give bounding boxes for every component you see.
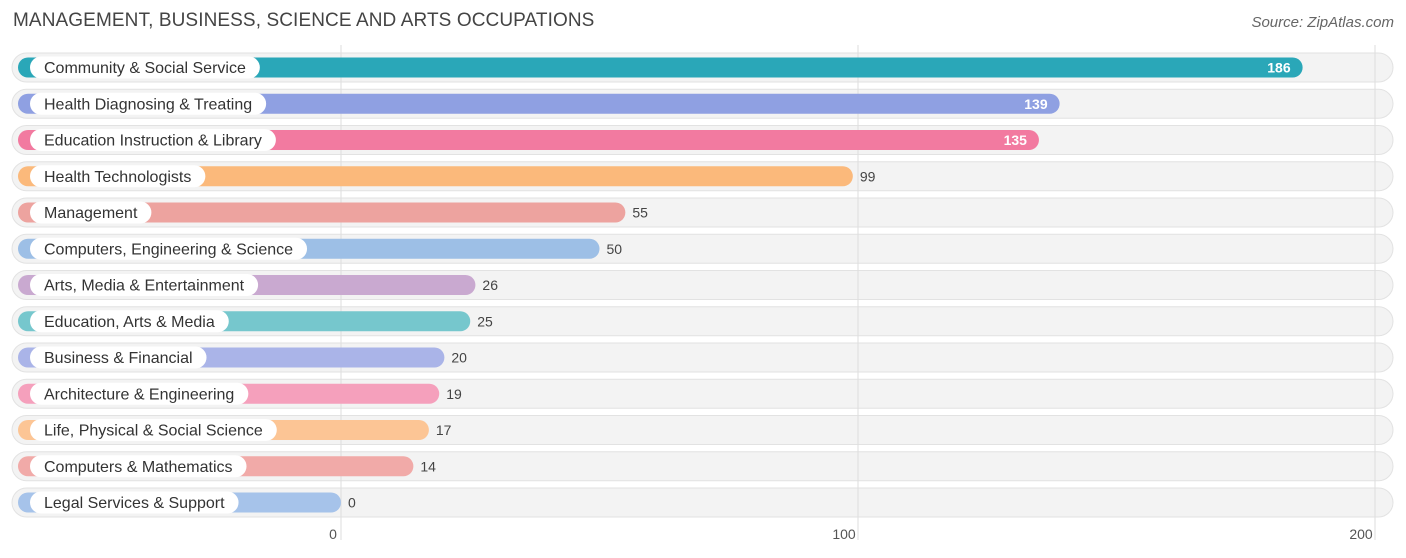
category-label: Life, Physical & Social Science — [44, 423, 263, 440]
category-label: Business & Financial — [44, 350, 193, 367]
bar — [18, 166, 853, 187]
category-label-pill — [30, 274, 259, 296]
category-label: Management — [44, 205, 138, 222]
category-label-pill — [30, 92, 267, 115]
category-label: Community & Social Service — [44, 60, 246, 77]
category-label-pill — [30, 419, 277, 441]
category-label: Education Instruction & Library — [44, 133, 262, 150]
category-label-pill — [30, 56, 260, 79]
value-label: 99 — [860, 168, 876, 184]
value-label: 55 — [632, 205, 648, 221]
value-label: 135 — [1004, 132, 1028, 148]
category-label: Legal Services & Support — [44, 495, 225, 512]
value-label: 14 — [420, 458, 436, 474]
x-tick-label: 100 — [832, 526, 856, 542]
category-label: Health Diagnosing & Treating — [44, 96, 252, 113]
value-label: 50 — [607, 241, 623, 257]
category-label: Arts, Media & Entertainment — [44, 278, 245, 295]
category-label-pill — [30, 201, 152, 224]
value-label: 19 — [446, 386, 462, 402]
value-label: 26 — [482, 277, 498, 293]
x-tick-label: 0 — [329, 526, 337, 542]
value-label: 139 — [1024, 96, 1048, 112]
source-note: Source: ZipAtlas.com — [1251, 14, 1394, 31]
value-label: 17 — [436, 422, 452, 438]
bar — [18, 93, 1060, 114]
category-label-pill — [30, 491, 239, 514]
category-label: Computers, Engineering & Science — [44, 241, 293, 258]
category-label: Education, Arts & Media — [44, 314, 215, 331]
x-tick-label: 200 — [1349, 526, 1373, 542]
row-background — [11, 487, 1394, 518]
category-label-pill — [30, 129, 276, 151]
category-label-pill — [30, 237, 308, 260]
category-label-pill — [30, 346, 207, 369]
category-label-pill — [30, 310, 229, 333]
value-label: 25 — [477, 313, 493, 329]
category-label: Health Technologists — [44, 169, 191, 186]
value-label: 20 — [451, 350, 467, 366]
category-label: Computers & Mathematics — [44, 459, 233, 476]
category-label: Architecture & Engineering — [44, 386, 234, 403]
bar — [18, 57, 1303, 78]
category-label-pill — [30, 165, 206, 188]
chart-title: MANAGEMENT, BUSINESS, SCIENCE AND ARTS O… — [13, 10, 595, 31]
bar — [18, 202, 626, 223]
category-label-pill — [30, 382, 249, 405]
value-label: 0 — [348, 495, 356, 511]
category-label-pill — [30, 455, 247, 478]
value-label: 186 — [1267, 60, 1291, 76]
